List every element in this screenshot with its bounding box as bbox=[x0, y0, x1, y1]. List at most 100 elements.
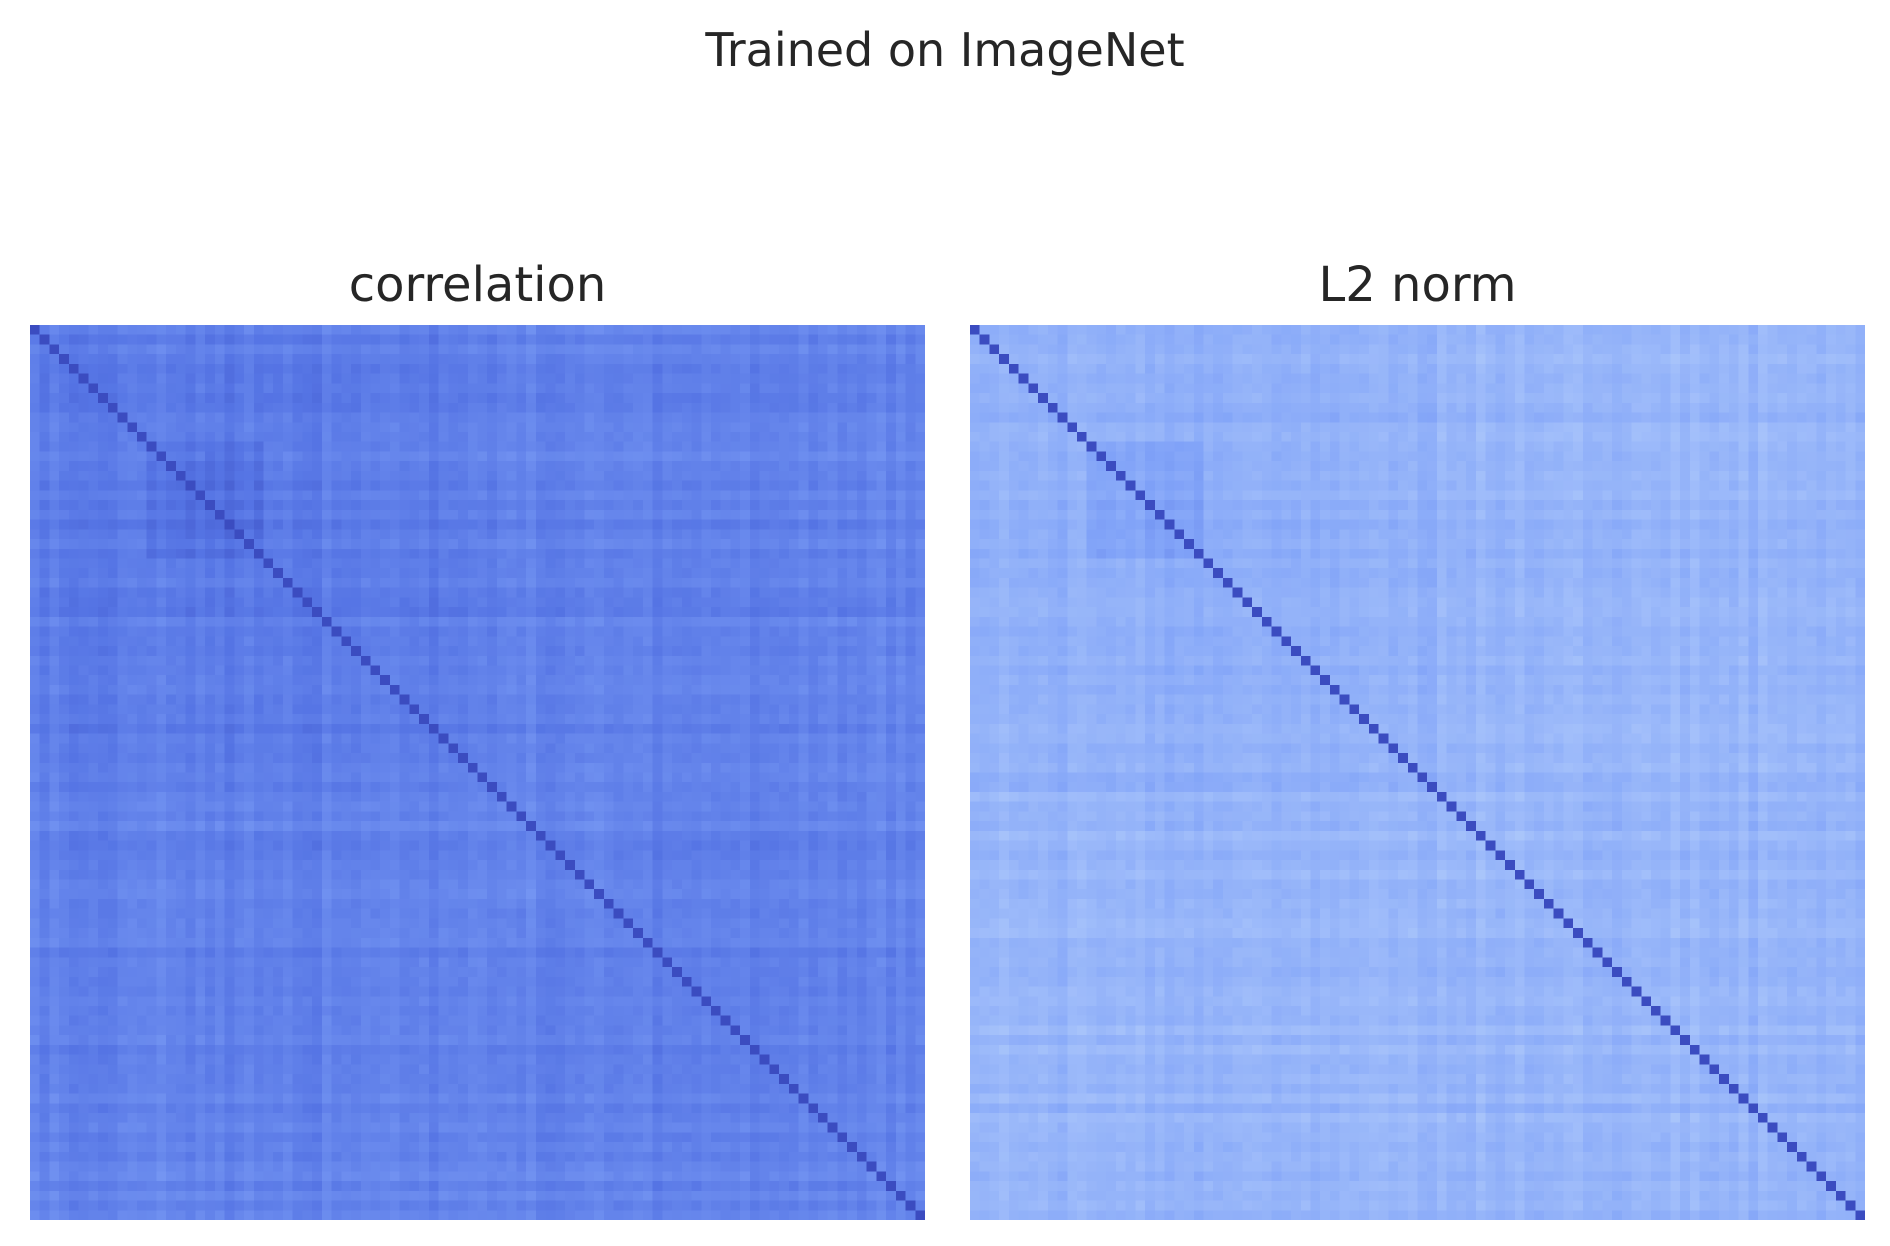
heatmap-cell bbox=[866, 723, 877, 734]
heatmap-cell bbox=[613, 393, 624, 404]
heatmap-cell bbox=[302, 480, 313, 491]
heatmap-cell bbox=[603, 334, 614, 345]
heatmap-cell bbox=[244, 325, 254, 335]
heatmap-cell bbox=[769, 509, 780, 520]
heatmap-cell bbox=[730, 539, 741, 549]
heatmap-cell bbox=[419, 539, 430, 549]
heatmap-cell bbox=[740, 772, 751, 783]
heatmap-cell bbox=[749, 762, 760, 773]
heatmap-cell bbox=[321, 393, 332, 404]
heatmap-cell bbox=[30, 830, 40, 841]
heatmap-cell bbox=[292, 422, 303, 433]
heatmap-cell bbox=[175, 782, 186, 793]
heatmap-cell bbox=[779, 568, 789, 579]
heatmap-cell bbox=[428, 441, 439, 452]
heatmap-cell bbox=[244, 675, 254, 686]
heatmap-cell bbox=[360, 558, 371, 569]
heatmap-cell bbox=[720, 393, 731, 404]
heatmap-cell bbox=[292, 539, 303, 549]
heatmap-cell bbox=[282, 714, 293, 725]
heatmap-cell bbox=[594, 714, 605, 725]
heatmap-cell bbox=[672, 519, 682, 530]
heatmap-cell bbox=[107, 743, 118, 754]
heatmap-cell bbox=[681, 655, 692, 666]
heatmap-cell bbox=[827, 597, 838, 608]
diagonal-cell bbox=[360, 655, 371, 666]
heatmap-cell bbox=[623, 616, 634, 627]
heatmap-cell bbox=[623, 470, 634, 481]
heatmap-cell bbox=[419, 451, 430, 462]
heatmap-cell bbox=[623, 830, 634, 841]
heatmap-cell bbox=[701, 461, 712, 472]
heatmap-cell bbox=[467, 655, 478, 666]
heatmap-cell bbox=[886, 597, 897, 608]
heatmap-cell bbox=[370, 675, 381, 686]
heatmap-cell bbox=[341, 655, 352, 666]
heatmap-cell bbox=[915, 422, 925, 433]
heatmap-cell bbox=[428, 363, 439, 374]
heatmap-cell bbox=[428, 684, 439, 695]
heatmap-cell bbox=[837, 529, 848, 540]
heatmap-cell bbox=[817, 694, 828, 705]
heatmap-cell bbox=[399, 675, 410, 686]
heatmap-cell bbox=[837, 821, 848, 832]
heatmap-cell bbox=[847, 529, 858, 540]
heatmap-cell bbox=[399, 626, 410, 637]
heatmap-cell bbox=[701, 529, 712, 540]
heatmap-cell bbox=[312, 811, 323, 822]
heatmap-cell bbox=[788, 509, 799, 520]
heatmap-cell bbox=[263, 782, 274, 793]
heatmap-cell bbox=[351, 811, 361, 822]
heatmap-cell bbox=[59, 704, 70, 715]
heatmap-cell bbox=[740, 432, 751, 442]
heatmap-cell bbox=[769, 470, 780, 481]
heatmap-cell bbox=[360, 363, 371, 374]
heatmap-cell bbox=[39, 821, 50, 832]
heatmap-cell bbox=[710, 704, 721, 715]
heatmap-cell bbox=[526, 490, 537, 501]
heatmap-cell bbox=[545, 665, 556, 676]
heatmap-cell bbox=[428, 616, 439, 627]
heatmap-cell bbox=[166, 801, 177, 812]
heatmap-cell bbox=[302, 714, 313, 725]
heatmap-cell bbox=[545, 402, 556, 413]
heatmap-cell bbox=[137, 753, 147, 763]
heatmap-cell bbox=[370, 529, 381, 540]
heatmap-cell bbox=[331, 568, 342, 579]
heatmap-cell bbox=[419, 432, 430, 442]
heatmap-cell bbox=[915, 772, 925, 783]
heatmap-cell bbox=[331, 402, 342, 413]
heatmap-cell bbox=[672, 616, 682, 627]
heatmap-cell bbox=[905, 714, 916, 725]
heatmap-cell bbox=[321, 830, 332, 841]
heatmap-cell bbox=[496, 665, 507, 676]
heatmap-cell bbox=[613, 811, 624, 822]
heatmap-cell bbox=[205, 325, 216, 335]
heatmap-cell bbox=[866, 577, 877, 588]
heatmap-cell bbox=[691, 636, 702, 647]
heatmap-cell bbox=[808, 626, 819, 637]
heatmap-cell bbox=[730, 480, 741, 491]
heatmap-cell bbox=[321, 607, 332, 618]
heatmap-cell bbox=[360, 519, 371, 530]
heatmap-cell bbox=[652, 791, 663, 802]
heatmap-cell bbox=[137, 801, 147, 812]
heatmap-cell bbox=[389, 393, 400, 404]
heatmap-cell bbox=[603, 470, 614, 481]
heatmap-cell bbox=[496, 762, 507, 773]
heatmap-cell bbox=[565, 344, 575, 355]
heatmap-cell bbox=[214, 607, 225, 618]
heatmap-cell bbox=[837, 519, 848, 530]
heatmap-cell bbox=[817, 500, 828, 511]
heatmap-cell bbox=[448, 422, 459, 433]
heatmap-cell bbox=[788, 626, 799, 637]
heatmap-cell bbox=[477, 655, 488, 666]
heatmap-cell bbox=[253, 461, 264, 472]
heatmap-cell bbox=[448, 811, 459, 822]
heatmap-cell bbox=[720, 402, 731, 413]
heatmap-cell bbox=[39, 830, 50, 841]
heatmap-cell bbox=[545, 607, 556, 618]
heatmap-cell bbox=[234, 383, 245, 394]
heatmap-cell bbox=[351, 539, 361, 549]
heatmap-cell bbox=[370, 821, 381, 832]
